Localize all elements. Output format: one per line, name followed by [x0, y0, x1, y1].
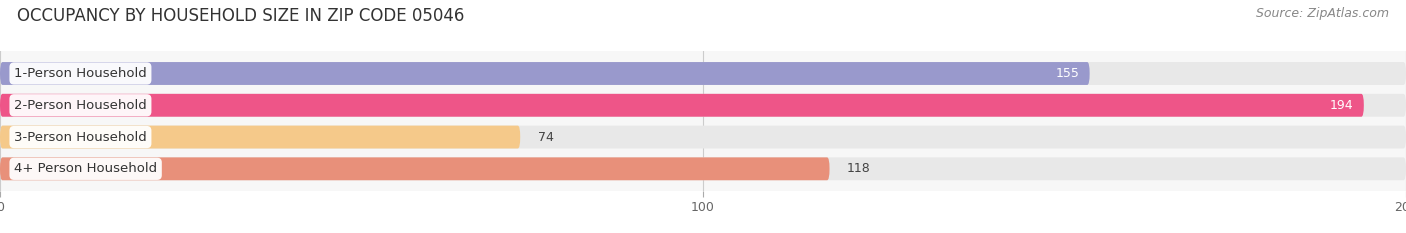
Text: OCCUPANCY BY HOUSEHOLD SIZE IN ZIP CODE 05046: OCCUPANCY BY HOUSEHOLD SIZE IN ZIP CODE … — [17, 7, 464, 25]
Text: 2-Person Household: 2-Person Household — [14, 99, 146, 112]
Text: Source: ZipAtlas.com: Source: ZipAtlas.com — [1256, 7, 1389, 20]
Text: 118: 118 — [846, 162, 870, 175]
Text: 155: 155 — [1056, 67, 1080, 80]
Text: 1-Person Household: 1-Person Household — [14, 67, 146, 80]
FancyBboxPatch shape — [0, 94, 1364, 117]
FancyBboxPatch shape — [0, 62, 1090, 85]
FancyBboxPatch shape — [0, 94, 1406, 117]
Text: 3-Person Household: 3-Person Household — [14, 130, 146, 144]
Text: 4+ Person Household: 4+ Person Household — [14, 162, 157, 175]
FancyBboxPatch shape — [0, 126, 1406, 148]
Text: 74: 74 — [538, 130, 554, 144]
FancyBboxPatch shape — [0, 62, 1406, 85]
FancyBboxPatch shape — [0, 126, 520, 148]
FancyBboxPatch shape — [0, 157, 830, 180]
FancyBboxPatch shape — [0, 157, 1406, 180]
Text: 194: 194 — [1330, 99, 1354, 112]
